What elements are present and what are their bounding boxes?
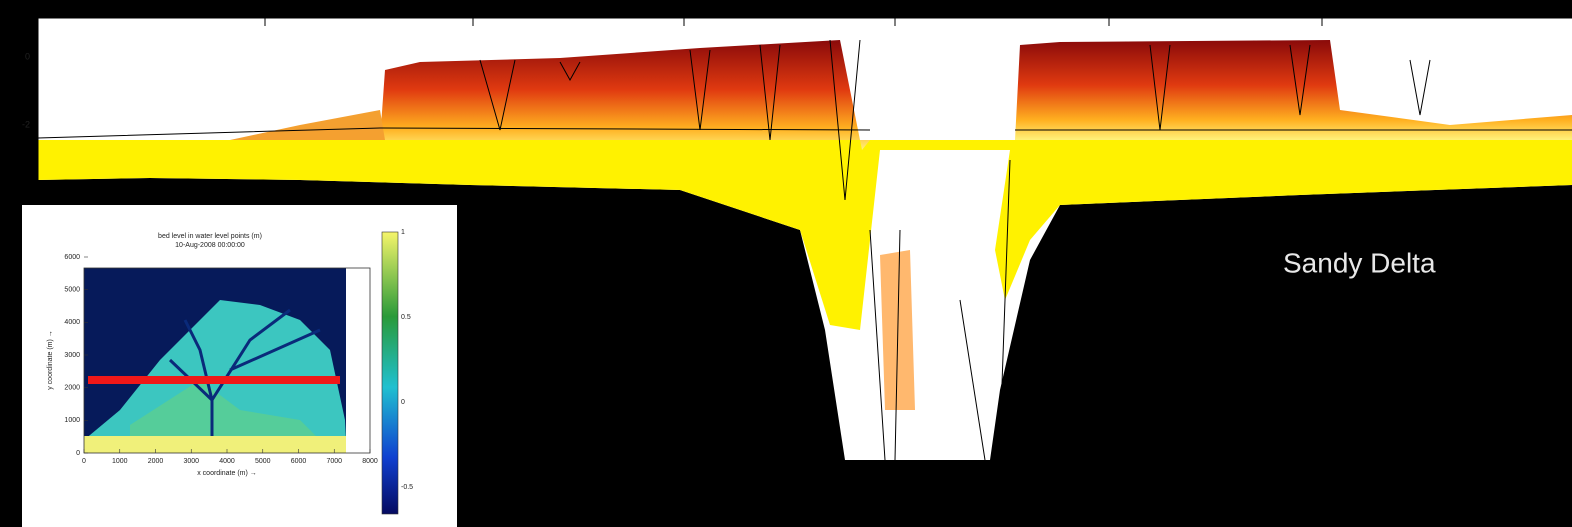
caption: Sandy Delta bbox=[1283, 247, 1436, 278]
inset-x-tick-label: 7000 bbox=[326, 458, 342, 465]
inset-x-tick-label: 5000 bbox=[255, 458, 271, 465]
colorbar-tick-label: 0 bbox=[401, 399, 405, 406]
inset-title: bed level in water level points (m) bbox=[158, 233, 262, 240]
inset-subtitle: 10-Aug-2008 00:00:00 bbox=[175, 242, 245, 249]
page: 0 -2 bed level in water level points (m)… bbox=[0, 0, 1572, 527]
inset-x-tick-label: 0 bbox=[82, 458, 86, 465]
inset-x-tick-label: 2000 bbox=[148, 458, 164, 465]
inset-y-tick-label: 0 bbox=[76, 450, 80, 457]
sea-bed bbox=[84, 436, 346, 453]
inset-y-tick-label: 5000 bbox=[64, 287, 80, 294]
inset-y-tick-label: 2000 bbox=[64, 385, 80, 392]
inset-x-tick-label: 3000 bbox=[183, 458, 199, 465]
section-line bbox=[88, 376, 340, 384]
inset-y-tick-label: 6000 bbox=[64, 254, 80, 261]
colorbar-tick-label: -0.5 bbox=[401, 484, 413, 491]
inset-y-tick-label: 4000 bbox=[64, 319, 80, 326]
inset-y-tick-label: 1000 bbox=[64, 417, 80, 424]
inset-x-tick-label: 1000 bbox=[112, 458, 128, 465]
section-y-tick: 0 bbox=[25, 51, 30, 61]
inset-y-tick-label: 3000 bbox=[64, 352, 80, 359]
inset-x-tick-label: 6000 bbox=[291, 458, 307, 465]
inset-y-label: y coordinate (m) → bbox=[47, 330, 54, 390]
colorbar-tick-label: 1 bbox=[401, 229, 405, 236]
inset-x-tick-label: 8000 bbox=[362, 458, 378, 465]
inset: bed level in water level points (m) 10-A… bbox=[22, 205, 457, 527]
inset-x-label: x coordinate (m) → bbox=[197, 470, 257, 477]
section-y-tick: -2 bbox=[22, 119, 30, 129]
inset-x-tick-label: 4000 bbox=[219, 458, 235, 465]
colorbar-tick-label: 0.5 bbox=[401, 314, 411, 321]
colorbar bbox=[382, 232, 398, 514]
